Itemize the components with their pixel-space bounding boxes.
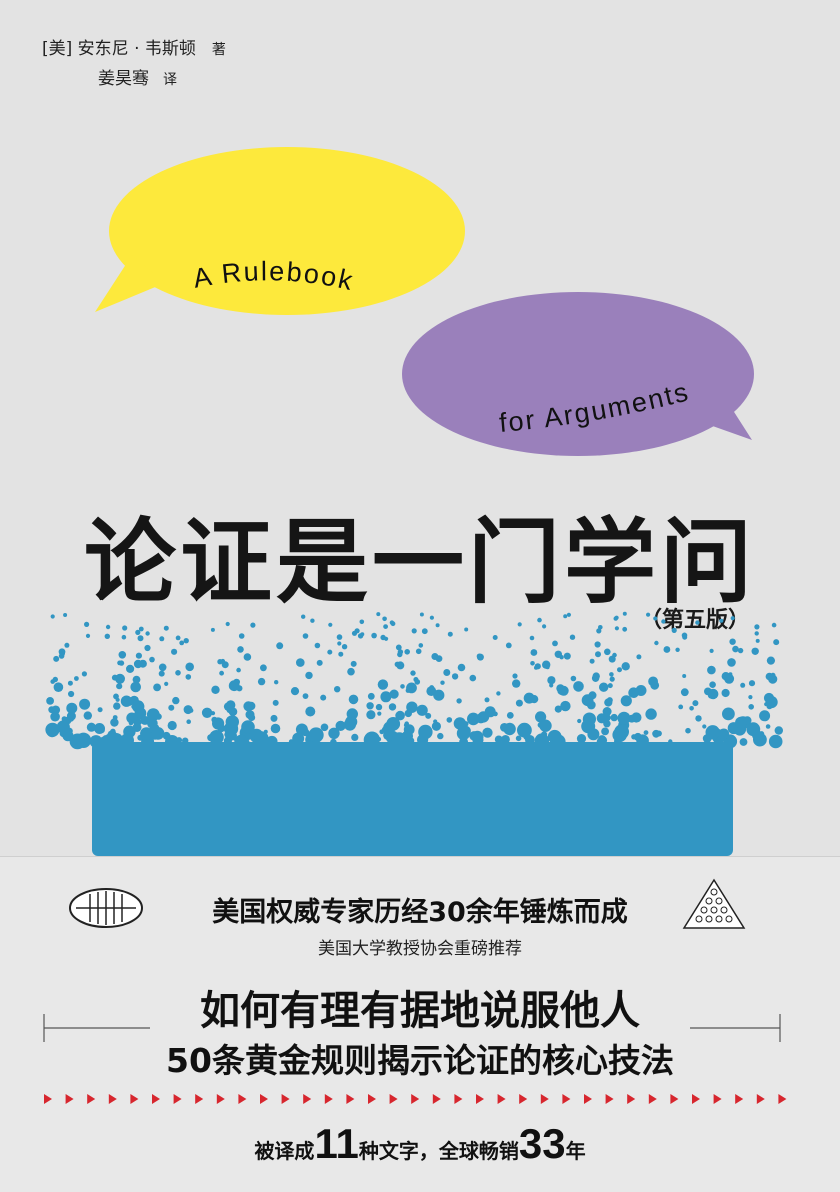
footer-number-languages: 11	[314, 1120, 359, 1167]
author-line: [美] 安东尼 · 韦斯顿著	[42, 34, 226, 59]
book-title: 论证是一门学问	[83, 509, 756, 616]
footer-part2: 种文字，全球畅销	[358, 1139, 519, 1163]
purple-speech-bubble	[402, 292, 754, 456]
footer-part3: 年	[565, 1139, 586, 1163]
tagline-4: 50条黄金规则揭示论证的核心技法	[166, 1041, 674, 1080]
blue-dots-graphic	[45, 611, 783, 856]
author-name: [美] 安东尼 · 韦斯顿	[42, 39, 196, 59]
author-role: 著	[211, 42, 226, 58]
publisher-logo-icon	[69, 888, 143, 928]
footer-number-years: 33	[518, 1120, 566, 1167]
footer-part1: 被译成	[254, 1139, 315, 1163]
band-divider	[0, 856, 840, 857]
tagline-3: 如何有理有据地说服他人	[200, 988, 640, 1034]
dot-triangle-icon	[682, 878, 746, 929]
red-arrow-row	[44, 1094, 787, 1104]
footer-line: 被译成11种文字，全球畅销33年	[0, 1120, 840, 1168]
edition-label: （第五版）	[640, 608, 751, 633]
blue-block	[92, 742, 733, 856]
tagline-2: 美国大学教授协会重磅推荐	[318, 939, 522, 959]
translator-name: 姜昊骞	[98, 69, 149, 89]
yellow-speech-bubble	[95, 147, 465, 315]
speech-bubbles: A Rulebook for Arguments	[95, 147, 754, 456]
tagline-1: 美国权威专家历经30余年锤炼而成	[212, 897, 628, 928]
translator-role: 译	[163, 72, 177, 88]
translator-line: 姜昊骞译	[98, 64, 177, 89]
